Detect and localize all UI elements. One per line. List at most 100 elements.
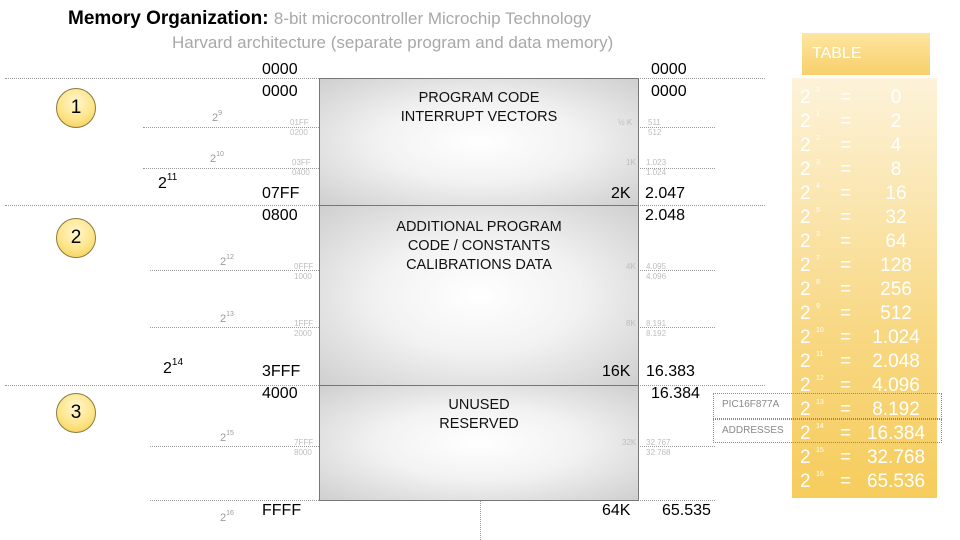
marker-2-12-dec-a: 4.095 [646, 262, 667, 271]
table-row-equals: = [840, 303, 852, 324]
table-row-exponent: 3 [816, 159, 820, 166]
table-row-base: 2 [800, 255, 811, 276]
table-row-exponent: 4 [816, 183, 820, 190]
hex-address-r1-end: 07FF [262, 185, 300, 202]
block-1-line-2: INTERRUPT VECTORS [400, 109, 558, 125]
table-row-base: 2 [800, 159, 811, 180]
table-row-value: 8 [890, 159, 902, 180]
marker-2-15-size: 32K [622, 438, 637, 447]
table-row-equals: = [840, 135, 852, 156]
marker-2-10-hex-b: 0400 [292, 168, 310, 177]
table-row-value: 4.096 [872, 375, 920, 396]
dec-address-r3-end: 65.535 [662, 502, 711, 519]
table-row-equals: = [840, 351, 852, 372]
table-row-value: 512 [880, 303, 912, 324]
table-row-value: 2 [890, 111, 902, 132]
block-3-line-2: RESERVED [439, 416, 519, 432]
table-row-value: 128 [880, 255, 912, 276]
table-row-exponent: 8 [816, 279, 820, 286]
table-row: 2 12 = 4.096 [800, 374, 940, 398]
marker-2-9-power: 29 [212, 110, 222, 124]
marker-2-15-base: 2 [220, 432, 227, 444]
table-row-exponent: 10 [816, 327, 824, 334]
subtitle: 8-bit microcontroller Microchip Technolo… [273, 9, 592, 28]
table-row-base: 2 [800, 375, 811, 396]
power-2-11-base: 2 [158, 175, 167, 192]
hex-address-r3-end: FFFF [262, 502, 302, 519]
table-row-value: 65.536 [866, 471, 926, 492]
table-row-value: 32.768 [866, 447, 926, 468]
marker-2-9-size: ½ K [618, 118, 633, 127]
region-1-badge: 1 [56, 88, 96, 128]
table-row-equals: = [840, 231, 852, 252]
table-row-exponent: 1 [816, 111, 820, 118]
block-2-line-2: CODE / CONSTANTS [407, 238, 551, 254]
marker-2-13-hex-b: 2000 [294, 329, 312, 338]
marker-2-16-base: 2 [220, 512, 227, 524]
block-2-line-3: CALIBRATIONS DATA [406, 257, 552, 273]
table-row-value: 64 [885, 231, 907, 252]
marker-2-16-power: 216 [220, 510, 234, 524]
table-row-exponent: 13 [816, 399, 824, 406]
hex-address-r1-start: 0000 [262, 83, 298, 100]
marker-2-10-base: 2 [210, 153, 217, 165]
power-2-14: 214 [163, 357, 183, 378]
table-row-equals: = [840, 423, 852, 444]
table-row-equals: = [840, 399, 852, 420]
marker-2-10-power: 210 [210, 151, 224, 165]
marker-2-12-exp: 12 [226, 254, 234, 261]
table-row-value: 4 [890, 135, 902, 156]
power-2-11-exp: 11 [166, 172, 178, 183]
power-2-14-base: 2 [163, 360, 172, 377]
table-row-base: 2 [800, 303, 811, 324]
center-guide-line [480, 500, 481, 540]
marker-2-16-exp: 16 [226, 510, 234, 517]
marker-2-12-base: 2 [220, 256, 227, 268]
table-row-value: 8.192 [872, 399, 920, 420]
table-row-value: 16.384 [866, 423, 926, 444]
table-row: 2 11 = 2.048 [800, 350, 940, 374]
memory-block-1: PROGRAM CODE INTERRUPT VECTORS [319, 78, 639, 206]
marker-2-13-base: 2 [220, 313, 227, 325]
pic-model-box: PIC16F877A [713, 393, 942, 419]
page-title: Memory Organization: 8-bit microcontroll… [68, 8, 591, 30]
marker-2-12-power: 212 [220, 254, 234, 268]
table-row-exponent: 3 [816, 87, 820, 94]
table-row-equals: = [840, 207, 852, 228]
table-row-base: 2 [800, 471, 811, 492]
marker-2-12-size: 4K [626, 262, 636, 271]
table-row-exponent: 16 [816, 471, 824, 478]
power-2-14-exp: 14 [171, 357, 184, 368]
table-row-base: 2 [800, 183, 811, 204]
marker-2-13-size: 8K [626, 319, 636, 328]
table-row-exponent: 7 [816, 255, 820, 262]
table-row: 2 1 = 2 [800, 110, 940, 134]
table-row: 2 3 = 0 [800, 86, 940, 110]
addresses-label: ADDRESSES [722, 425, 784, 436]
marker-2-12-hex-b: 1000 [294, 272, 312, 281]
table-row-value: 16 [885, 183, 907, 204]
size-label-64k: 64K [602, 502, 631, 519]
table-row-base: 2 [800, 351, 811, 372]
marker-2-10-exp: 10 [216, 151, 224, 158]
dec-address-r3-start: 16.384 [651, 385, 700, 402]
table-row: 2 9 = 512 [800, 302, 940, 326]
table-row-exponent: 11 [816, 351, 824, 358]
table-row: 2 4 = 16 [800, 182, 940, 206]
table-row: 2 16 = 65.536 [800, 470, 940, 494]
table-row: 2 3 = 64 [800, 230, 940, 254]
table-row-equals: = [840, 183, 852, 204]
dec-address-r1-start: 0000 [651, 83, 687, 100]
table-row-exponent: 14 [816, 423, 824, 430]
powers-table-title: TABLE [802, 33, 930, 75]
table-row-equals: = [840, 255, 852, 276]
table-row-base: 2 [800, 135, 811, 156]
marker-2-9-dec-a: 511 [648, 118, 661, 127]
marker-2-12-hex-a: 0FFF [294, 262, 314, 271]
dec-address-r2-end: 16.383 [646, 363, 695, 380]
table-row-base: 2 [800, 279, 811, 300]
marker-2-15-dec-b: 32.768 [646, 448, 671, 457]
table-row-equals: = [840, 447, 852, 468]
hex-address-r3-start: 4000 [262, 385, 298, 402]
marker-2-15-hex-b: 8000 [294, 448, 312, 457]
